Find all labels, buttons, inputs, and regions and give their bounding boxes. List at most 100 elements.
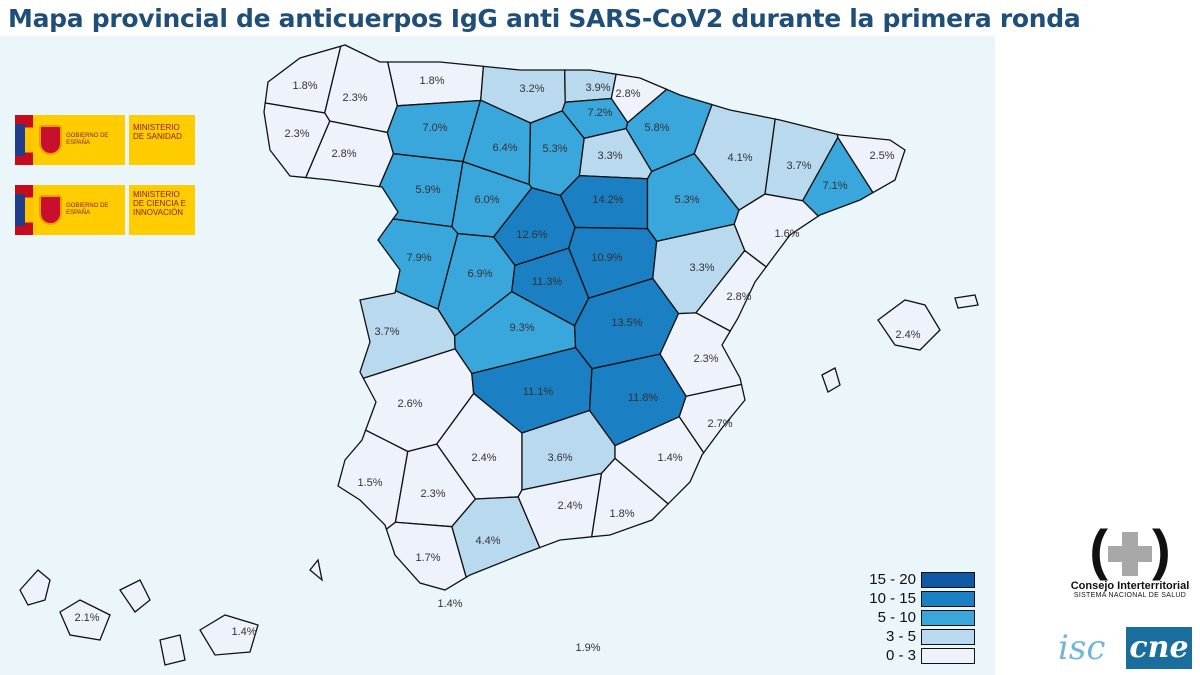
island-menorca[interactable]	[954, 294, 979, 309]
island-mallorca[interactable]	[877, 299, 941, 351]
province-value-label: 7.0%	[422, 122, 447, 134]
island-canarias[interactable]	[59, 599, 111, 641]
legend-label: 0 - 3	[885, 647, 916, 664]
gobierno-block: GOBIERNO DE ESPAÑA	[33, 115, 125, 165]
legend-swatch	[921, 590, 975, 607]
logo-ministerio-ciencia: GOBIERNO DE ESPAÑA MINISTERIO DE CIENCIA…	[15, 185, 195, 235]
legend-item: 15 - 20	[858, 570, 975, 589]
province-value-label: 2.4%	[471, 452, 496, 464]
province-value-label: 2.3%	[420, 488, 445, 500]
province-value-label: 1.7%	[415, 552, 440, 564]
consejo-text: Consejo Interterritorial	[1070, 580, 1190, 592]
province-value-label: 1.6%	[774, 228, 799, 240]
province-value-label: 2.4%	[895, 329, 920, 341]
legend-item: 3 - 5	[858, 627, 975, 646]
island-canarias[interactable]	[159, 634, 186, 666]
legend-swatch	[921, 609, 975, 626]
province-value-label: 2.3%	[342, 92, 367, 104]
province-value-label: 7.2%	[587, 107, 612, 119]
province-value-label: 11.3%	[532, 276, 563, 288]
gobierno-text: GOBIERNO DE ESPAÑA	[66, 133, 109, 146]
province-value-label: 6.4%	[492, 142, 517, 154]
province-value-label: 4.1%	[727, 152, 752, 164]
province-value-label: 7.9%	[406, 252, 431, 264]
province-value-label: 1.4%	[657, 452, 682, 464]
logo-ministerio-sanidad: GOBIERNO DE ESPAÑA MINISTERIO DE SANIDAD	[15, 115, 195, 165]
province-value-label: 2.8%	[615, 88, 640, 100]
province-value-label: 3.3%	[689, 262, 714, 274]
province-value-label: 13.5%	[611, 317, 642, 329]
logo-cne: cne	[1126, 627, 1192, 669]
legend-label: 3 - 5	[885, 628, 916, 645]
province-value-label: 2.4%	[557, 500, 582, 512]
coat-of-arms-icon	[39, 125, 63, 155]
legend-swatch	[921, 571, 975, 588]
legend: 15 - 20 10 - 15 5 - 10 3 - 5 0 - 3	[858, 570, 975, 665]
province-value-label: 1.9%	[575, 642, 600, 654]
legend-label: 15 - 20	[869, 571, 916, 588]
province-value-label: 3.7%	[374, 326, 399, 338]
province-value-label: 1.8%	[609, 508, 634, 520]
legend-item: 5 - 10	[858, 608, 975, 627]
legend-swatch	[921, 628, 975, 645]
province-region[interactable]	[385, 521, 467, 591]
province-value-label: 2.7%	[707, 418, 732, 430]
province-value-label: 1.4%	[437, 598, 462, 610]
province-value-label: 6.9%	[467, 268, 492, 280]
province-value-label: 2.3%	[284, 128, 309, 140]
province-value-label: 4.4%	[475, 535, 500, 547]
province-value-label: 9.3%	[509, 322, 534, 334]
province-value-label: 5.3%	[542, 143, 567, 155]
sistema-text: SISTEMA NACIONAL DE SALUD	[1073, 592, 1187, 599]
province-value-label: 3.9%	[585, 82, 610, 94]
province-value-label: 2.8%	[726, 291, 751, 303]
logo-consejo-interterritorial: () Consejo Interterritorial SISTEMA NACI…	[1060, 518, 1200, 600]
coat-of-arms-icon	[39, 195, 63, 225]
island-canarias[interactable]	[19, 569, 51, 606]
legend-item: 0 - 3	[858, 646, 975, 665]
province-value-label: 1.8%	[292, 80, 317, 92]
island-ibiza[interactable]	[821, 367, 841, 393]
legend-label: 10 - 15	[869, 590, 916, 607]
island-canarias[interactable]	[199, 614, 259, 656]
island-canarias[interactable]	[119, 579, 151, 613]
province-value-label: 5.3%	[674, 194, 699, 206]
province-value-label: 11.8%	[628, 392, 659, 404]
province-value-label: 10.9%	[591, 252, 622, 264]
page-title: Mapa provincial de anticuerpos IgG anti …	[8, 4, 1081, 33]
province-value-label: 2.5%	[869, 150, 894, 162]
province-value-label: 3.7%	[786, 160, 811, 172]
province-value-label: 1.4%	[231, 626, 256, 638]
province-value-label: 1.5%	[357, 477, 382, 489]
island-canarias[interactable]	[309, 558, 323, 582]
province-value-label: 2.3%	[693, 353, 718, 365]
province-region[interactable]	[590, 457, 670, 538]
province-value-label: 2.1%	[74, 612, 99, 624]
legend-label: 5 - 10	[877, 609, 916, 626]
province-value-label: 12.6%	[516, 229, 547, 241]
province-value-label: 2.8%	[331, 148, 356, 160]
flag-strip	[15, 115, 25, 165]
province-value-label: 14.2%	[592, 194, 623, 206]
ministerio-sanidad-text: MINISTERIO DE SANIDAD	[129, 115, 195, 165]
province-value-label: 3.3%	[597, 150, 622, 162]
province-value-label: 2.6%	[397, 398, 422, 410]
flag-strip-2	[25, 185, 33, 235]
province-value-label: 7.1%	[822, 180, 847, 192]
province-value-label: 5.9%	[415, 184, 440, 196]
gobierno-block: GOBIERNO DE ESPAÑA	[33, 185, 125, 235]
province-value-label: 1.8%	[419, 75, 444, 87]
province-value-label: 3.2%	[519, 83, 544, 95]
consejo-emblem: ()	[1089, 518, 1171, 581]
province-value-label: 11.1%	[523, 386, 554, 398]
flag-strip	[15, 185, 25, 235]
legend-swatch	[921, 647, 975, 664]
legend-item: 10 - 15	[858, 589, 975, 608]
cross-icon	[1108, 532, 1152, 577]
logo-isc: isc	[1058, 628, 1106, 668]
flag-strip-2	[25, 115, 33, 165]
province-value-label: 6.0%	[474, 194, 499, 206]
gobierno-text: GOBIERNO DE ESPAÑA	[66, 203, 109, 216]
province-value-label: 3.6%	[547, 452, 572, 464]
